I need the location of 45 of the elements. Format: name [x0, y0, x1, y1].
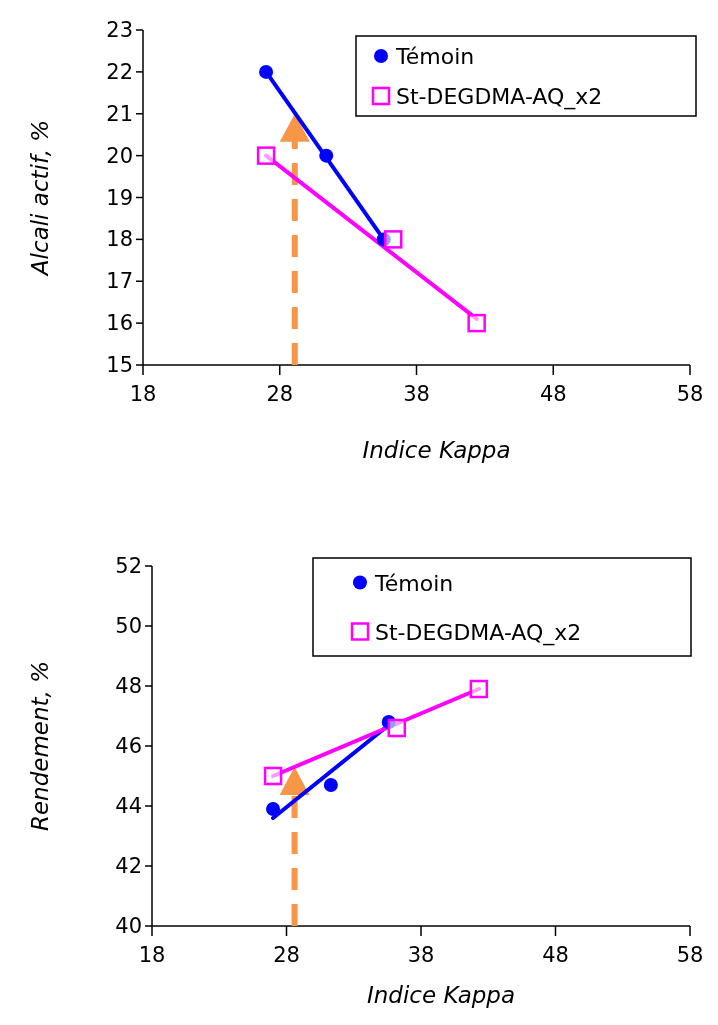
x-tick-label: 18 — [138, 943, 166, 967]
y-tick-label: 21 — [106, 101, 133, 126]
y-tick-label: 44 — [115, 794, 142, 818]
y-axis-title: Alcali actif, % — [27, 119, 53, 278]
y-tick-label: 23 — [106, 18, 133, 42]
x-tick-label: 48 — [542, 943, 569, 967]
point — [259, 64, 274, 79]
y-tick-label: 46 — [115, 734, 142, 758]
x-axis-title: Indice Kappa — [362, 437, 511, 463]
point — [323, 778, 338, 792]
y-tick-label: 52 — [115, 554, 142, 578]
x-tick-label: 48 — [539, 382, 567, 406]
point — [266, 802, 281, 816]
point — [467, 313, 486, 333]
point — [384, 230, 403, 249]
x-tick-label: 28 — [266, 382, 294, 406]
x-tick-label: 38 — [407, 943, 435, 967]
x-tick-label: 58 — [676, 943, 704, 967]
y-tick-label: 15 — [106, 353, 133, 377]
x-tick-label: 58 — [676, 382, 704, 406]
x-tick-label: 38 — [403, 382, 430, 406]
legend-label: Témoin — [395, 44, 475, 69]
y-tick-label: 40 — [115, 914, 142, 938]
y-axis-title: Rendement, % — [27, 660, 53, 832]
y-tick-label: 20 — [106, 143, 133, 168]
x-tick-label: 28 — [273, 943, 300, 967]
point — [263, 766, 283, 786]
y-tick-label: 17 — [106, 269, 133, 294]
point — [381, 715, 396, 729]
y-tick-label: 48 — [115, 674, 142, 698]
legend-label: St-DEGDMA-AQ_x2 — [375, 619, 582, 646]
legend-label: Témoin — [374, 570, 454, 596]
point — [256, 146, 276, 165]
y-tick-label: 42 — [115, 854, 142, 878]
x-axis-title: Indice Kappa — [366, 982, 516, 1008]
point — [469, 679, 489, 699]
y-tick-label: 16 — [106, 311, 133, 336]
y-tick-label: 50 — [115, 614, 142, 638]
point — [387, 718, 407, 738]
y-tick-label: 22 — [106, 59, 133, 84]
point — [376, 232, 391, 247]
y-tick-label: 19 — [106, 185, 133, 210]
legend-label: St-DEGDMA-AQ_x2 — [396, 84, 603, 110]
y-tick-label: 18 — [106, 227, 133, 252]
point — [319, 148, 334, 163]
